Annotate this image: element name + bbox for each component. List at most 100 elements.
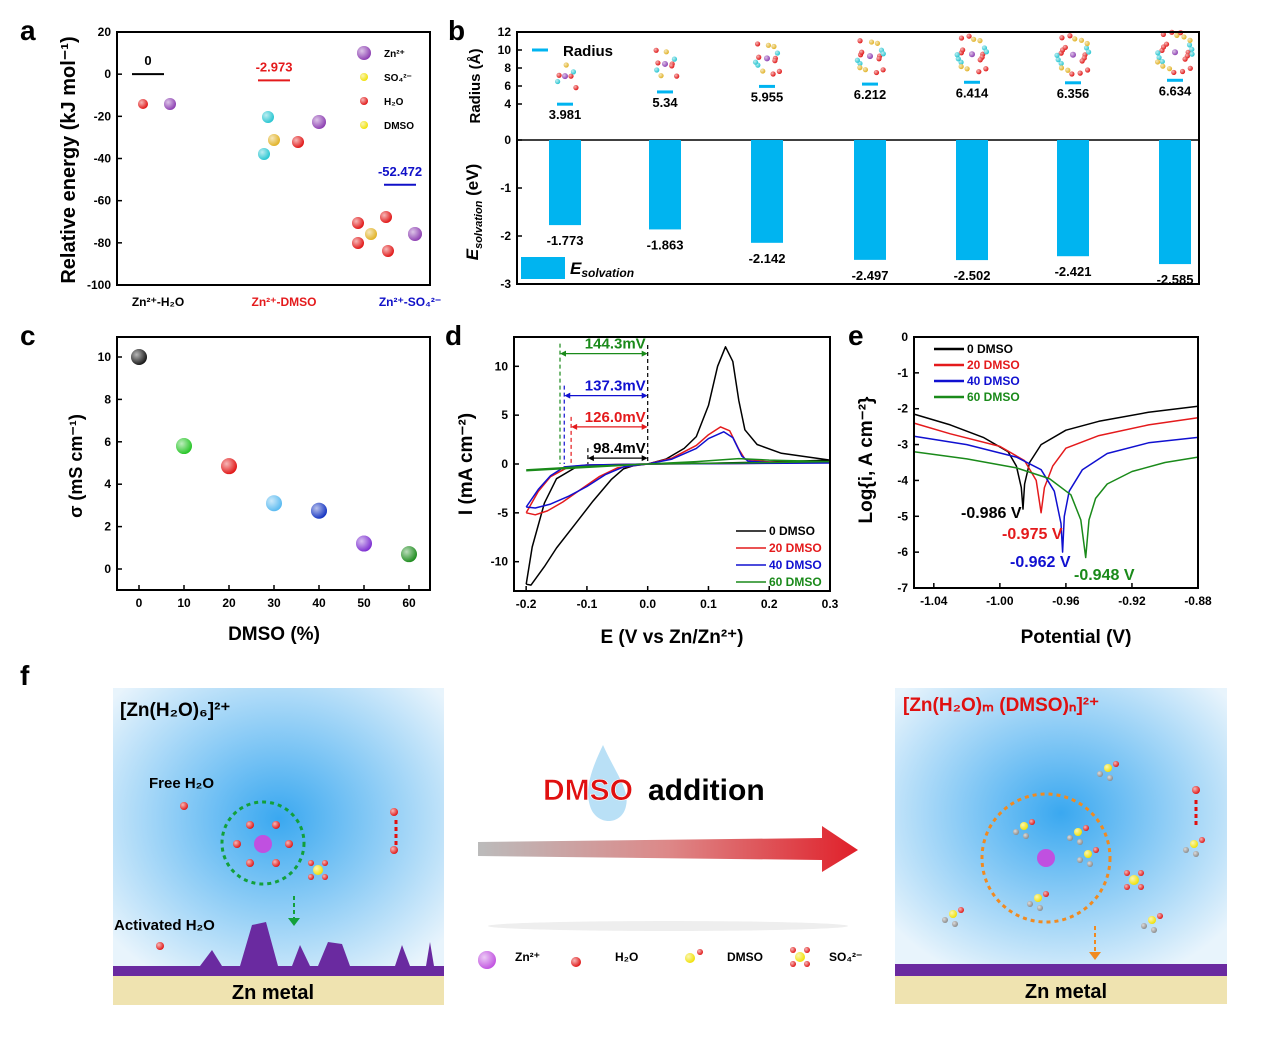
panel-e-ylabel: Log{i, A cm⁻²} <box>856 396 877 523</box>
atom-highlight <box>1055 57 1061 63</box>
atom-highlight <box>311 502 327 519</box>
atom-highlight <box>790 961 796 967</box>
legend-esolvation-label: Esolvation <box>570 259 634 280</box>
esolvation-bar <box>956 140 988 261</box>
atom-highlight <box>966 33 972 39</box>
esolvation-bar <box>854 140 886 260</box>
panel-d-chart: 10 5 0 -5 -10 -0.2 -0.1 0.0 0.1 0.2 0.3 I (mA cm⁻²)… <box>456 336 839 648</box>
ylabel-sub: solvation <box>473 200 485 249</box>
panel-c-xtick-label: 20 <box>222 596 236 610</box>
arrowhead-orange <box>1089 952 1101 960</box>
arrow-shadow <box>488 921 848 931</box>
radius-value-label: 6.414 <box>956 85 989 100</box>
atom-highlight <box>857 38 863 44</box>
atom-highlight <box>1023 833 1029 839</box>
radius-value-label: 6.212 <box>854 87 887 102</box>
atom-highlight <box>669 63 675 69</box>
legend-label: Zn²⁺ <box>515 950 540 964</box>
atom-highlight <box>880 51 886 57</box>
atom-highlight <box>1054 52 1060 58</box>
panel-d-series-line <box>525 426 831 516</box>
panel-d-xtick-label: 0.3 <box>822 597 839 611</box>
atom-highlight <box>1113 761 1119 767</box>
atom-highlight <box>653 47 659 53</box>
atom-highlight <box>266 495 282 512</box>
panel-c-xtick-label: 30 <box>267 596 281 610</box>
panel-b-bottom-ylabel: Esolvation (eV) <box>463 164 485 260</box>
atom-highlight <box>977 38 983 44</box>
atom-highlight <box>971 36 977 42</box>
panel-d-xlabel: E (V vs Zn/Zn²⁺) <box>600 627 743 648</box>
atom-highlight <box>360 73 368 81</box>
atom-highlight <box>1141 923 1147 929</box>
atom-highlight <box>1085 67 1091 73</box>
atom-highlight <box>246 859 254 868</box>
atom-highlight <box>1181 34 1187 40</box>
atom-highlight <box>1069 71 1075 77</box>
panel-e-series-line <box>913 435 1199 553</box>
atom-highlight <box>573 84 579 91</box>
atom-highlight <box>1077 857 1083 863</box>
atom-highlight <box>1058 65 1065 71</box>
atom-highlight <box>292 136 304 148</box>
atom-highlight <box>1104 764 1112 772</box>
panel-e-ytick-label: -4 <box>897 473 908 487</box>
panel-d-series-line <box>526 457 831 472</box>
panel-label-b: b <box>448 15 465 46</box>
atom-highlight <box>1067 835 1073 841</box>
panel-b-chart: 12 10 8 6 4 0 -1 -2 -3 Radius (Å) Esolvation (eV) -… <box>463 25 1199 291</box>
esolvation-bar <box>649 140 681 230</box>
esolvation-bar <box>1057 140 1089 257</box>
atom-highlight <box>662 60 668 67</box>
panel-a-ytick-label: -60 <box>94 194 112 208</box>
atom-highlight <box>308 860 314 866</box>
atom-highlight <box>790 947 796 953</box>
panel-b-top-ytick-label: 0 <box>504 133 511 147</box>
atom-highlight <box>221 458 237 475</box>
atom-highlight <box>942 917 948 923</box>
atom-highlight <box>697 949 703 955</box>
atom-highlight <box>854 57 861 63</box>
atom-highlight <box>1179 68 1186 75</box>
legend-label: DMSO <box>384 121 414 132</box>
molecule-illustrations <box>156 761 1205 950</box>
esolvation-bar <box>751 140 783 243</box>
panel-a-ytick-label: 20 <box>98 25 112 39</box>
panel-d-frame <box>513 336 831 592</box>
atom-highlight <box>1058 60 1064 67</box>
panel-d-ytick-label: 5 <box>501 408 508 422</box>
atom-highlight <box>1074 828 1082 836</box>
atom-highlight <box>285 840 293 848</box>
panel-label-c: c <box>20 320 36 351</box>
atom-highlight <box>272 820 280 829</box>
atom-highlight <box>1138 884 1144 890</box>
radius-value-label: 5.34 <box>652 95 678 110</box>
panel-e-ytick-label: -2 <box>897 402 908 416</box>
right-solution-box <box>895 688 1227 966</box>
atom-highlight <box>1067 33 1073 39</box>
atom-highlight <box>356 535 372 552</box>
atom-highlight <box>1187 37 1193 43</box>
atom-highlight <box>313 865 323 875</box>
atom-highlight <box>1155 50 1161 56</box>
panel-e-xtick-label: -1.04 <box>920 594 948 608</box>
arrowhead-green <box>288 918 300 926</box>
atom-highlight <box>1189 46 1195 52</box>
atom-highlight <box>765 42 772 48</box>
legend-label: 60 DMSO <box>967 390 1020 404</box>
atom-highlight <box>1078 37 1085 43</box>
atom-highlight <box>1072 36 1078 42</box>
solvation-ring-green <box>220 800 306 886</box>
atom-highlight <box>873 69 880 76</box>
ylabel-e: E <box>463 248 482 260</box>
atom-highlight <box>1084 40 1090 47</box>
panel-d-ytick-label: -5 <box>497 506 508 520</box>
legend-label: 20 DMSO <box>967 358 1020 372</box>
panel-b-bottom-ytick-label: -3 <box>500 277 511 291</box>
atom-highlight <box>1148 916 1156 924</box>
solvation-ring-orange <box>980 792 1112 924</box>
atom-highlight <box>958 59 964 65</box>
panel-b-bottom-ytick-label: -1 <box>500 181 511 195</box>
atom-highlight <box>1062 44 1068 51</box>
panel-c-xtick-label: 50 <box>357 596 371 610</box>
